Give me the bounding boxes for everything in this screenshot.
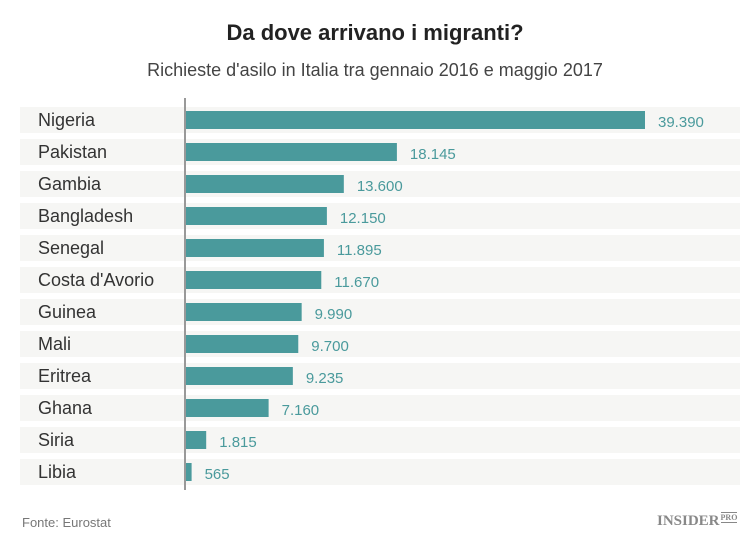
category-label: Ghana <box>38 398 93 418</box>
value-label: 1.815 <box>219 434 257 451</box>
row-background <box>20 235 740 261</box>
value-label: 9.990 <box>315 306 353 323</box>
logo-sup: PRO <box>720 512 738 523</box>
row-background <box>20 459 740 485</box>
category-label: Bangladesh <box>38 206 133 226</box>
value-label: 39.390 <box>658 114 704 131</box>
category-label: Pakistan <box>38 142 107 162</box>
category-label: Guinea <box>38 302 97 322</box>
bar <box>185 175 344 193</box>
value-label: 11.895 <box>337 242 382 259</box>
bar <box>185 303 302 321</box>
bar <box>185 207 327 225</box>
value-label: 565 <box>205 466 230 483</box>
category-label: Gambia <box>38 174 102 194</box>
row-background <box>20 299 740 325</box>
row-background <box>20 363 740 389</box>
value-label: 12.150 <box>340 210 386 227</box>
value-label: 11.670 <box>334 274 379 291</box>
category-label: Costa d'Avorio <box>38 270 154 290</box>
category-label: Libia <box>38 462 77 482</box>
row-background <box>20 171 740 197</box>
row-background <box>20 395 740 421</box>
bar <box>185 335 299 353</box>
value-label: 9.700 <box>311 338 349 355</box>
value-label: 7.160 <box>282 402 320 419</box>
bar <box>185 431 207 449</box>
chart-title: Da dove arrivano i migranti? <box>226 20 524 45</box>
bar <box>185 399 269 417</box>
row-background <box>20 267 740 293</box>
bar <box>185 463 192 481</box>
logo-main: INSIDER <box>657 513 720 529</box>
value-label: 9.235 <box>306 370 344 387</box>
value-label: 13.600 <box>357 178 403 195</box>
bar <box>185 239 324 257</box>
category-label: Eritrea <box>38 366 92 386</box>
category-label: Siria <box>38 430 75 450</box>
bar <box>185 143 397 161</box>
row-background <box>20 331 740 357</box>
category-label: Senegal <box>38 238 104 258</box>
category-label: Nigeria <box>38 110 96 130</box>
bar <box>185 367 293 385</box>
category-label: Mali <box>38 334 71 354</box>
chart-subtitle: Richieste d'asilo in Italia tra gennaio … <box>147 60 603 80</box>
value-label: 18.145 <box>410 146 456 163</box>
insider-pro-logo: INSIDERPRO <box>657 512 738 530</box>
row-background <box>20 203 740 229</box>
bar <box>185 271 322 289</box>
bar <box>185 111 645 129</box>
row-background <box>20 427 740 453</box>
source-note: Fonte: Eurostat <box>22 515 111 530</box>
